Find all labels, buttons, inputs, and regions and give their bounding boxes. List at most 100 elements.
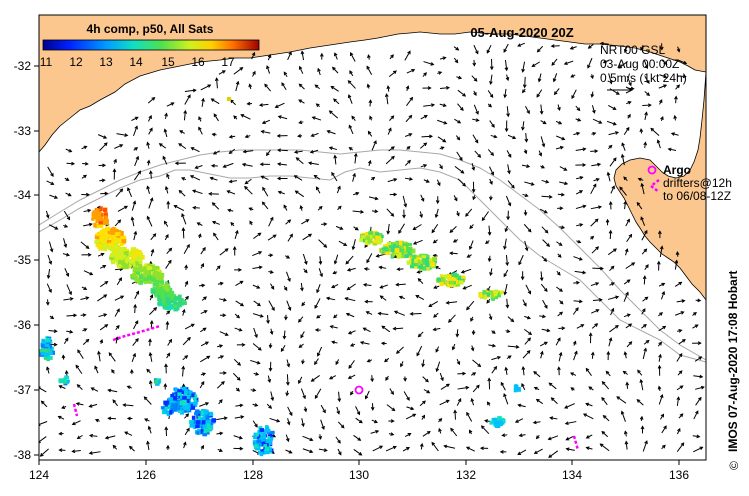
current-arrow (81, 286, 88, 290)
current-arrow (100, 265, 107, 269)
current-arrow (623, 313, 631, 318)
current-arrow (162, 155, 168, 165)
current-arrow (489, 268, 493, 277)
current-arrow (602, 414, 610, 422)
current-arrow (264, 83, 272, 92)
current-arrow (590, 74, 594, 80)
current-arrow (623, 46, 628, 54)
current-arrow (368, 99, 373, 107)
current-arrow (46, 180, 55, 185)
current-arrow (487, 90, 494, 99)
bathymetry-contour-1 (39, 149, 706, 361)
current-arrow (573, 350, 578, 361)
current-arrow (549, 416, 558, 420)
current-arrow (370, 403, 375, 411)
current-arrow (248, 207, 254, 211)
current-arrow (234, 313, 241, 319)
current-arrow (284, 314, 288, 321)
current-arrow (107, 416, 117, 421)
current-arrow (127, 187, 133, 198)
current-arrow (570, 74, 576, 78)
current-arrow (198, 116, 202, 122)
current-arrow (487, 255, 492, 263)
current-arrow (66, 284, 72, 296)
current-arrow (487, 225, 492, 236)
current-arrow (200, 84, 212, 91)
current-arrow (472, 118, 480, 122)
current-arrow (676, 396, 681, 407)
current-arrow (199, 380, 205, 389)
x-tick-124: 124 (29, 468, 49, 482)
current-arrow (555, 337, 561, 346)
current-arrow (366, 358, 373, 363)
current-arrow (267, 53, 272, 61)
current-arrow (199, 283, 206, 288)
current-arrow (419, 400, 426, 407)
current-arrow (398, 223, 405, 234)
drifter-track-2 (72, 403, 79, 417)
current-arrow (49, 194, 59, 199)
current-arrow (321, 222, 328, 227)
current-arrow (434, 208, 439, 219)
current-arrow (232, 246, 237, 256)
current-arrow (83, 222, 93, 227)
current-arrow (158, 143, 167, 149)
current-arrow (386, 404, 396, 412)
current-arrow (559, 181, 569, 186)
current-arrow (265, 149, 271, 157)
x-tick-136: 136 (669, 468, 689, 482)
current-arrow (213, 113, 219, 122)
current-arrow (88, 451, 101, 455)
current-arrow (90, 387, 99, 392)
current-arrow (88, 403, 98, 408)
current-arrow (587, 57, 593, 69)
current-arrow (489, 166, 495, 176)
current-arrow (114, 295, 125, 301)
current-arrow (328, 146, 338, 151)
current-arrow (196, 222, 203, 226)
current-arrow (487, 103, 492, 108)
y-tick-minus36: -36 (14, 318, 32, 332)
current-arrow (571, 89, 577, 100)
current-arrow (590, 183, 597, 195)
current-arrow (404, 50, 411, 61)
x-tick-130: 130 (349, 468, 369, 482)
current-arrow (694, 356, 703, 362)
current-arrow (676, 46, 681, 53)
current-arrow (551, 58, 558, 66)
current-arrow (660, 116, 664, 122)
current-arrow (276, 133, 288, 138)
current-arrow (488, 313, 493, 321)
current-arrow (417, 331, 424, 338)
current-arrow (194, 165, 203, 170)
current-arrow (300, 331, 305, 339)
current-arrow (486, 401, 491, 406)
current-arrow (449, 251, 458, 256)
current-arrow (240, 114, 251, 120)
current-arrow (336, 406, 341, 415)
current-arrow (676, 442, 685, 453)
current-arrow (149, 307, 158, 315)
current-arrow (473, 44, 479, 55)
current-arrow (585, 434, 593, 439)
current-arrow (331, 171, 338, 182)
sst-patch-east (489, 384, 521, 429)
current-arrow (148, 338, 152, 346)
current-arrow (149, 294, 154, 301)
current-arrow (540, 350, 544, 359)
current-arrow (192, 205, 200, 210)
current-arrow (182, 441, 187, 449)
current-arrow (335, 436, 341, 444)
current-arrow (564, 403, 575, 409)
current-arrow (214, 77, 219, 89)
current-arrow (485, 240, 490, 245)
current-arrow (659, 74, 668, 79)
current-arrow (286, 359, 291, 368)
current-arrow (557, 366, 561, 376)
current-arrow (555, 120, 563, 125)
current-arrow (548, 450, 559, 458)
current-arrow (565, 447, 575, 452)
current-arrow (657, 341, 663, 347)
current-arrow (266, 314, 270, 325)
current-arrow (433, 285, 440, 289)
